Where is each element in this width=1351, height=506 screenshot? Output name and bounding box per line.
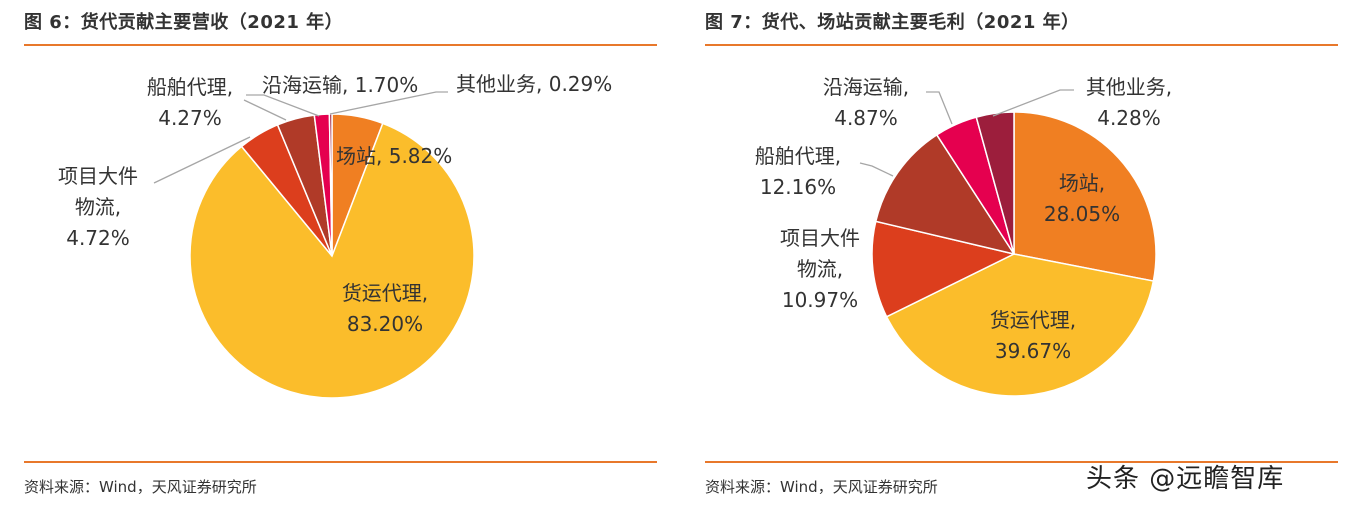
revenue-pie-chart: 场站, 5.82% 货运代理, 83.20% 项目大件物流, 4.72%船舶代理, 4.2…: [58, 72, 612, 399]
pie-slice-freight-forwarding: [885, 253, 1155, 397]
pie-slice-terminal: [1013, 111, 1157, 282]
data-label-shipping-agency: 船舶代理, 4.27%: [147, 75, 233, 130]
pie-slice-other-business: [975, 111, 1015, 255]
data-label-freight-forwarding: 货运代理, 39.67%: [990, 308, 1076, 363]
leader-line-coastal-shipping: [246, 94, 320, 117]
figure-panel-revenue: 图 6：货代贡献主要营收（2021 年） 场站, 5.82% 货运代理, 83.20…: [0, 0, 660, 506]
gross-profit-pie-chart: 场站, 28.05% 货运代理, 39.67% 项目大件物流, 10.97% 船舶代理, 12…: [755, 75, 1172, 397]
figure-title: 图 7：货代、场站贡献主要毛利（2021 年）: [705, 12, 1080, 33]
data-label-freight-forwarding: 货运代理, 83.20%: [342, 281, 428, 336]
data-label-terminal: 场站, 5.82%: [336, 144, 452, 168]
pie-slice-project-cargo-logistics: [871, 220, 1017, 318]
data-label-other-business: 其他业务, 4.28%: [1086, 75, 1172, 130]
leader-line-project-cargo-logistics: [153, 136, 251, 184]
figure-panel-gross-profit: 图 7：货代、场站贡献主要毛利（2021 年） 场站, 28.05% 货运代理, 39…: [688, 0, 1351, 506]
title-divider: [705, 44, 1338, 46]
data-label-coastal-shipping: 沿海运输, 4.87%: [823, 75, 909, 130]
data-label-terminal: 场站, 28.05%: [1044, 171, 1120, 226]
leader-line-coastal-shipping: [926, 91, 953, 125]
data-label-project-cargo-logistics: 项目大件物流, 10.97%: [780, 226, 860, 312]
leader-line-shipping-agency: [243, 99, 287, 121]
pie-slice-freight-forwarding: [189, 122, 475, 399]
leader-line-other-business: [992, 89, 1074, 117]
data-label-project-cargo-logistics: 项目大件物流, 4.72%: [58, 164, 138, 250]
data-label-coastal-shipping: 沿海运输, 1.70%: [262, 73, 418, 97]
watermark-text: 头条 @远瞻智库: [1086, 464, 1285, 494]
title-divider: [24, 44, 657, 46]
pie-slice-shipping-agency: [874, 133, 1016, 256]
data-label-other-business: 其他业务, 0.29%: [456, 72, 612, 96]
source-note: 资料来源：Wind，天风证券研究所: [24, 478, 257, 496]
figure-title: 图 6：货代贡献主要营收（2021 年）: [24, 12, 344, 33]
source-divider: [705, 461, 1338, 463]
leader-line-shipping-agency: [859, 162, 894, 177]
data-label-shipping-agency: 船舶代理, 12.16%: [755, 144, 841, 199]
leader-line-other-business: [329, 91, 448, 115]
source-divider: [24, 461, 657, 463]
source-note: 资料来源：Wind，天风证券研究所: [705, 478, 938, 496]
